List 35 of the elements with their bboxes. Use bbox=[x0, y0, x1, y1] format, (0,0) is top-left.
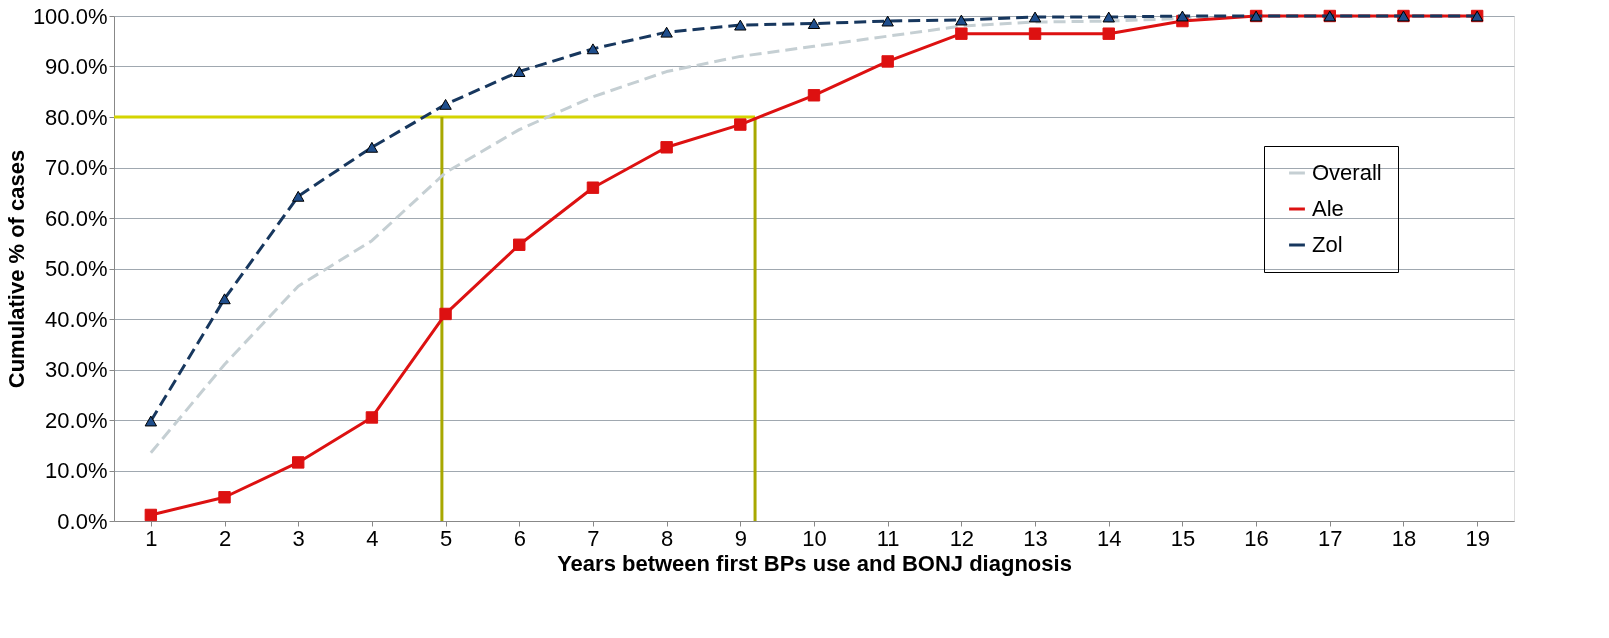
y-tick-label: 50.0% bbox=[45, 256, 108, 281]
x-tick-label: 10 bbox=[802, 525, 827, 551]
x-tick-label: 8 bbox=[661, 525, 674, 551]
y-tick-label: 60.0% bbox=[45, 205, 108, 231]
x-tick-label: 12 bbox=[949, 525, 975, 551]
x-tick-label: 5 bbox=[439, 525, 453, 551]
x-tick-label: 1 bbox=[145, 525, 158, 551]
y-tick-label: 30.0% bbox=[45, 357, 108, 382]
x-tick-label: 3 bbox=[292, 525, 305, 551]
x-tick-label: 6 bbox=[513, 525, 526, 551]
y-tick-label: 0.0% bbox=[57, 508, 108, 534]
x-tick-label: 13 bbox=[1023, 525, 1048, 551]
y-tick-label: 100.0% bbox=[32, 3, 108, 29]
x-tick-label: 16 bbox=[1244, 525, 1269, 551]
legend-label: Ale bbox=[1312, 196, 1344, 221]
legend-label: Zol bbox=[1312, 232, 1343, 257]
y-tick-label: 70.0% bbox=[45, 155, 108, 180]
x-tick-label: 19 bbox=[1465, 525, 1490, 551]
x-tick-label: 4 bbox=[366, 525, 379, 551]
x-tick-label: 15 bbox=[1170, 525, 1196, 551]
x-tick-label: 11 bbox=[876, 525, 900, 551]
x-tick-label: 2 bbox=[218, 525, 232, 551]
legend-label: Overall bbox=[1312, 160, 1382, 185]
x-tick-label: 7 bbox=[587, 525, 600, 551]
x-tick-label: 18 bbox=[1391, 525, 1417, 551]
y-tick-label: 80.0% bbox=[45, 104, 108, 130]
x-tick-label: 9 bbox=[734, 525, 747, 551]
y-tick-label: 20.0% bbox=[45, 407, 108, 433]
x-tick-label: 17 bbox=[1318, 525, 1343, 551]
y-tick-label: 90.0% bbox=[45, 54, 108, 79]
y-axis-title: Cumulative % of cases bbox=[3, 149, 29, 389]
y-tick-label: 10.0% bbox=[45, 458, 108, 483]
y-tick-label: 40.0% bbox=[45, 306, 108, 332]
x-tick-label: 14 bbox=[1096, 525, 1122, 551]
x-axis-title: Years between first BPs use and BONJ diagnosis bbox=[557, 550, 1072, 576]
